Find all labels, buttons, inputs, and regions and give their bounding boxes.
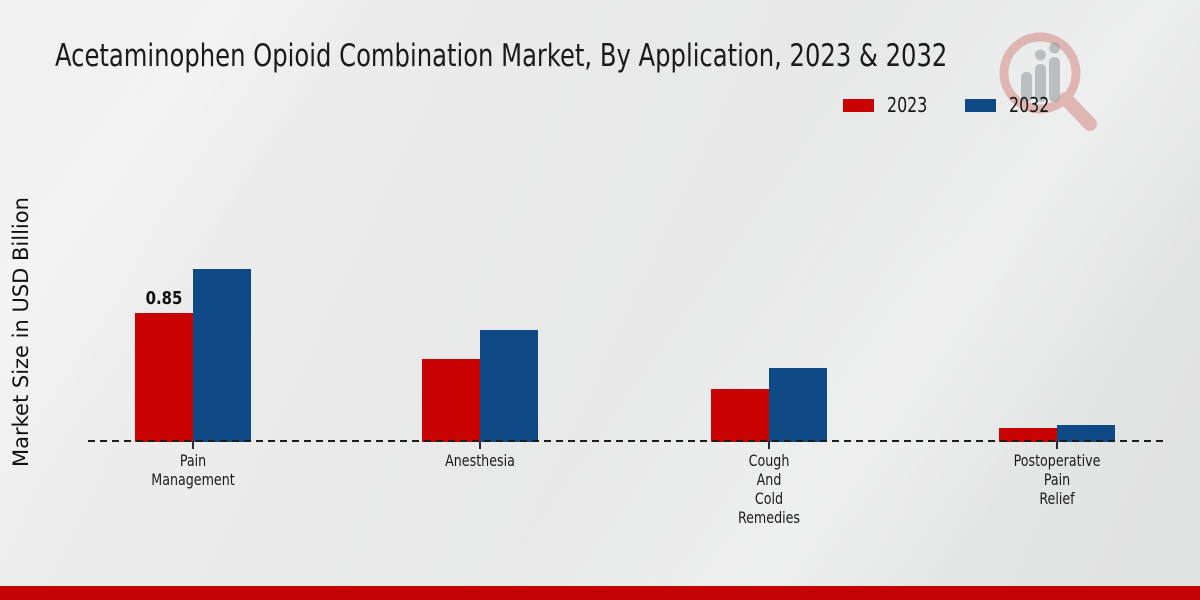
x-axis-dashed-baseline: [88, 440, 1163, 442]
legend-label-2032: 2032: [1008, 93, 1050, 117]
legend-swatch-2032: [964, 98, 996, 112]
x-axis-tick-cough-and-cold-remedies: [768, 442, 770, 449]
legend-item-2032: 2032: [964, 93, 1055, 117]
category-label-cough-and-cold-remedies: Cough And Cold Remedies: [737, 451, 801, 527]
x-axis-tick-anesthesia: [479, 442, 481, 449]
bar-2032-pain-management: [193, 269, 251, 442]
category-label-postoperative-pain-relief: Postoperative Pain Relief: [1013, 451, 1101, 508]
bar-2023-pain-management: [135, 313, 193, 442]
magnifier-bar-chart-watermark-icon: [999, 32, 1097, 131]
page-title: Acetaminophen Opioid Combination Market,…: [55, 38, 948, 74]
bar-2032-postoperative-pain-relief: [1057, 425, 1115, 442]
x-axis-tick-pain-management: [192, 442, 194, 449]
bar-2032-cough-and-cold-remedies: [769, 368, 827, 442]
category-label-pain-management: Pain Management: [151, 451, 235, 489]
bar-2023-postoperative-pain-relief: [999, 428, 1057, 442]
bar-2023-anesthesia: [422, 359, 480, 442]
footer-red-stripe: [0, 586, 1200, 600]
legend-label-2023: 2023: [887, 93, 928, 117]
category-label-anesthesia: Anesthesia: [445, 451, 515, 470]
legend-swatch-2023: [843, 98, 874, 112]
bar-2023-cough-and-cold-remedies: [711, 389, 769, 442]
bar-value-label-2023-0: 0.85: [145, 288, 183, 309]
legend-item-2023: 2023: [843, 93, 933, 117]
x-axis-tick-postoperative-pain-relief: [1056, 442, 1058, 449]
bar-2032-anesthesia: [480, 330, 538, 442]
legend: 2023 2032: [843, 93, 1055, 117]
